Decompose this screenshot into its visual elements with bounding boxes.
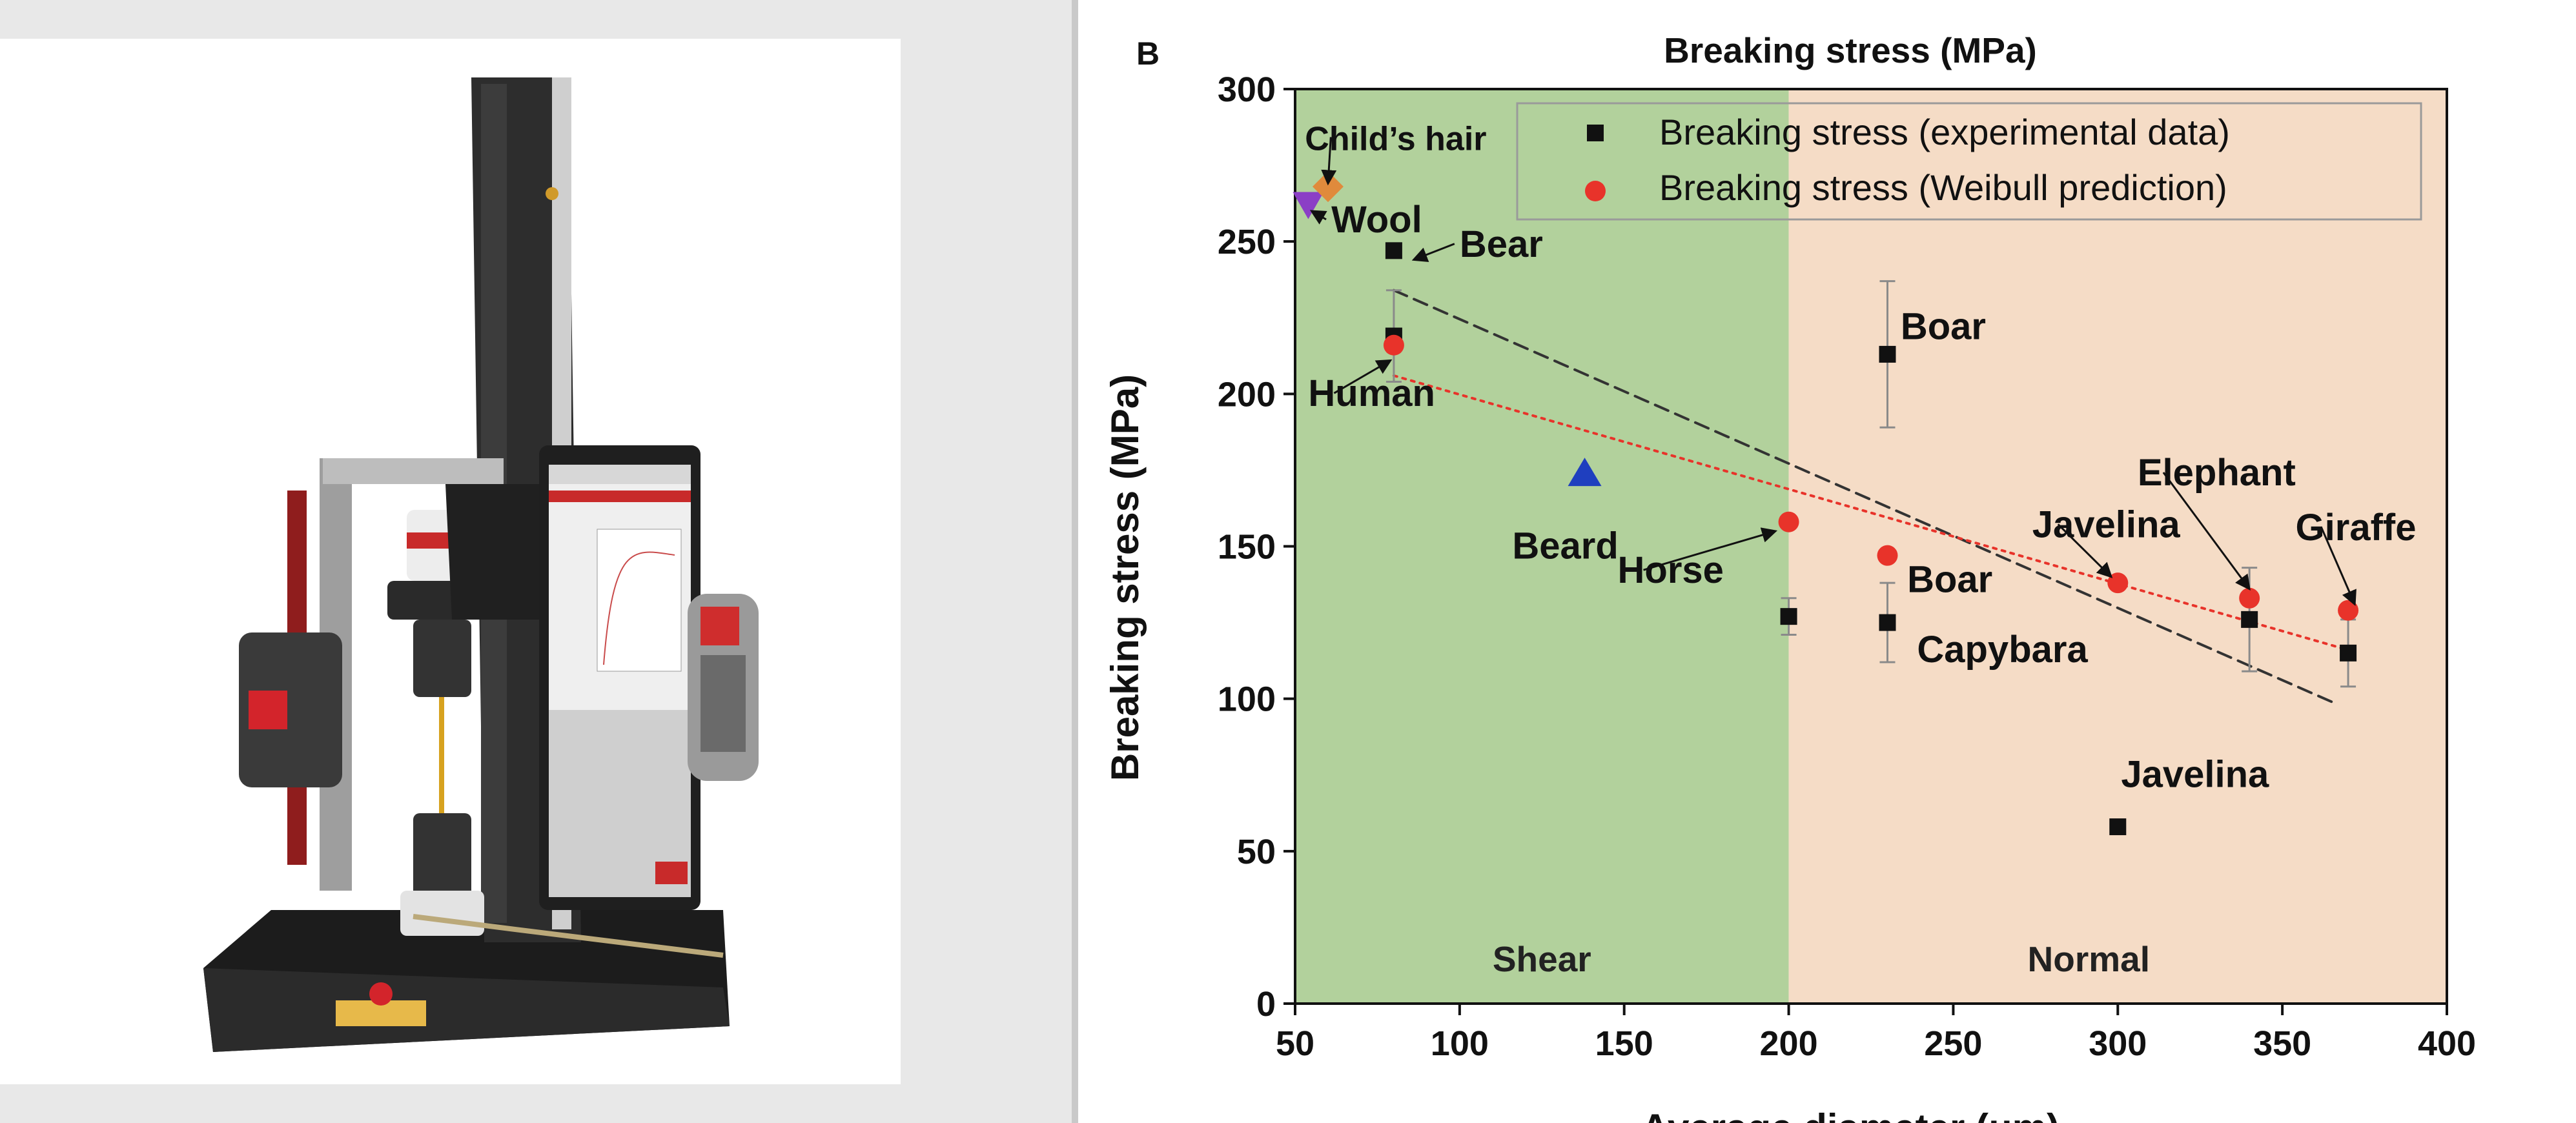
x-tick-label: 200 [1760, 1024, 1818, 1063]
y-tick-label: 100 [1218, 680, 1276, 719]
annotation-arrow [1321, 137, 1337, 186]
x-tick-label: 100 [1431, 1024, 1489, 1063]
chart-title: Breaking stress (MPa) [1664, 30, 2037, 70]
wool-point [1293, 192, 1324, 219]
weibull-point [2107, 572, 2129, 594]
annotation-arrow [2162, 472, 2251, 591]
annotation-human: Human [1308, 372, 1435, 414]
annotation-javelina: Javelina [2032, 503, 2181, 545]
y-tick-label: 250 [1218, 223, 1276, 261]
annotation-javelina: Javelina [2121, 754, 2269, 796]
region-shear [1295, 89, 1789, 1004]
annotation-capybara: Capybara [1917, 629, 2088, 671]
annotation-arrow [1333, 359, 1393, 394]
legend-label-experimental: Breaking stress (experimental data) [1659, 112, 2230, 152]
trendline-weibull [1392, 374, 2350, 652]
weibull-point [1778, 511, 1799, 532]
annotation-arrow [1309, 210, 1327, 225]
y-axis-label: Breaking stress (MPa) [1103, 374, 1147, 781]
beard-point [1568, 458, 1602, 487]
left-panel [0, 0, 1072, 1123]
panel-divider [1072, 0, 1078, 1123]
region-label-shear: Shear [1493, 939, 1591, 979]
y-tick-label: 50 [1237, 833, 1276, 871]
x-axis-label: Average diameter (μm) [1641, 1106, 2060, 1123]
annotation-giraffe: Giraffe [2296, 507, 2417, 549]
region-label-normal: Normal [2028, 939, 2151, 979]
y-tick-label: 150 [1218, 528, 1276, 567]
weibull-point [2239, 587, 2260, 609]
annotation-bear: Bear [1460, 223, 1543, 265]
y-tick-label: 300 [1218, 70, 1276, 109]
weibull-point [1877, 545, 1898, 566]
annotation-arrow [2057, 523, 2113, 578]
x-tick-label: 400 [2418, 1024, 2476, 1063]
legend-square-marker [1587, 125, 1604, 141]
experimental-point [1879, 614, 1896, 631]
experimental-point [1780, 608, 1797, 625]
experimental-point [2109, 818, 2127, 836]
annotation-arrow [2320, 527, 2356, 606]
x-tick-label: 50 [1276, 1024, 1314, 1063]
testing-machine-photo [0, 39, 901, 1084]
chart-panel: Shear Normal 0 50 100 150 200 250 300 50 100 150 20… [1078, 0, 2576, 1123]
y-tick-label: 0 [1256, 985, 1276, 1024]
annotation-arrow [1411, 243, 1455, 263]
experimental-point [2340, 644, 2357, 662]
legend-label-weibull: Breaking stress (Weibull prediction) [1659, 167, 2227, 208]
experimental-point [1385, 242, 1402, 259]
panel-label: B [1136, 35, 1160, 72]
trendline-experimental [1392, 288, 2333, 703]
legend-circle-marker [1585, 181, 1606, 201]
annotation-boar: Boar [1901, 305, 1986, 347]
testing-machine-icon [203, 77, 759, 1052]
x-tick-label: 350 [2253, 1024, 2311, 1063]
x-tick-label: 250 [1924, 1024, 1982, 1063]
annotation-wool: Wool [1331, 199, 1422, 241]
weibull-point [1383, 334, 1404, 356]
region-normal [1788, 89, 2447, 1004]
y-tick-label: 200 [1218, 375, 1276, 414]
experimental-point [1879, 345, 1896, 363]
experimental-point [2241, 611, 2258, 628]
annotation-horse: Horse [1618, 549, 1724, 591]
annotation-arrow [1643, 527, 1778, 571]
x-tick-label: 150 [1595, 1024, 1653, 1063]
legend-box [1516, 102, 2422, 221]
annotation-boar: Boar [1907, 558, 1992, 600]
x-tick-label: 300 [2089, 1024, 2147, 1063]
annotation-child-s-hair: Child’s hair [1305, 120, 1486, 157]
annotation-elephant: Elephant [2138, 452, 2296, 494]
weibull-point [2338, 600, 2359, 621]
annotation-beard: Beard [1512, 525, 1618, 567]
